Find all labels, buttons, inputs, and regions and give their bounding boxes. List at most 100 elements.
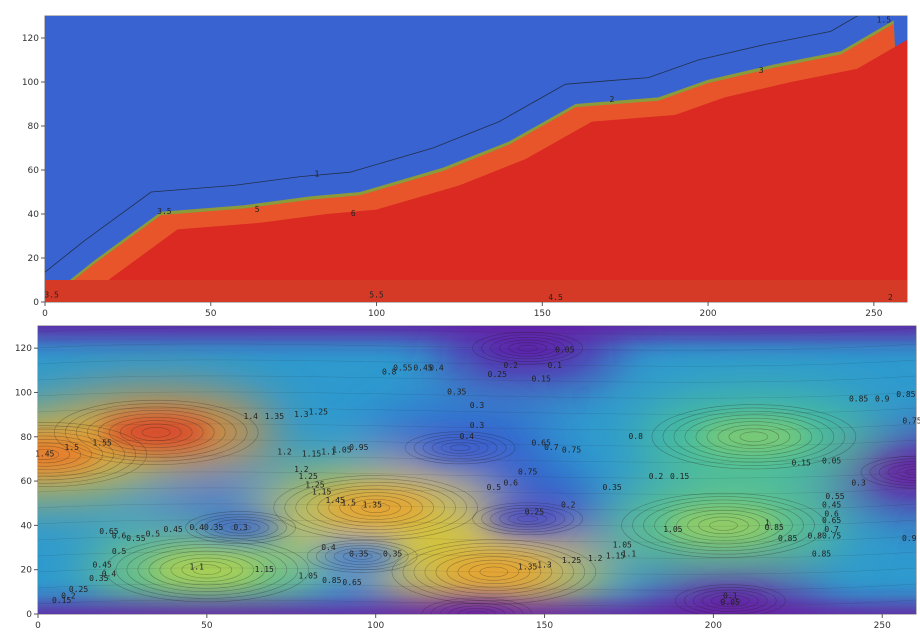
top-x-tick-label: 250 (865, 309, 882, 319)
contour-line (391, 539, 597, 605)
bottom-contour-label: 0.45 (413, 363, 432, 372)
bottom-contour-label: 0.75 (518, 467, 537, 476)
bottom-contour-label: 1.1 (189, 563, 204, 572)
peak-core (668, 509, 779, 542)
contour-line (351, 553, 373, 560)
bottom-contour-label: 0.55 (126, 534, 145, 543)
contour-line (424, 549, 564, 595)
contour-line (38, 442, 82, 467)
contour-line (448, 605, 506, 614)
contour-line (350, 498, 401, 517)
bottom-y-tick-label: 120 (15, 344, 32, 354)
contour-lines (38, 327, 916, 614)
heatmap-field (38, 326, 916, 614)
contour-line (38, 445, 71, 464)
bottom-contour-label: 0.35 (204, 523, 223, 532)
contour-line (38, 535, 916, 543)
bottom-contour-label: 0.85 (778, 534, 797, 543)
contour-line (887, 463, 916, 481)
contour-line (905, 468, 916, 476)
contour-line (115, 540, 299, 599)
contour-line (361, 502, 390, 513)
contour-line (413, 434, 507, 462)
bottom-contour-label: 0.05 (555, 346, 574, 355)
bottom-contour-label: 0.4 (189, 523, 204, 532)
top-contour-label: 6 (351, 209, 356, 218)
contour-line (38, 428, 126, 481)
bottom-contour-label: 0.75 (822, 532, 841, 541)
bottom-contour-label: 0.55 (825, 492, 844, 501)
contour-line (159, 554, 255, 586)
contour-line (324, 545, 400, 568)
contour-line (479, 566, 509, 578)
contour-line (148, 550, 266, 589)
bottom-contour-label: 0.15 (670, 472, 689, 481)
bottom-contour-label: 1.35 (265, 412, 284, 421)
bottom-contour-label: 0.6 (824, 510, 839, 519)
contour-line (38, 438, 93, 470)
peak-core (438, 555, 549, 588)
bottom-contour-label: 0.4 (321, 543, 336, 552)
contour-line (869, 458, 916, 486)
contour-line (431, 439, 489, 457)
top-contour-label: 1 (314, 170, 319, 179)
contour-line (86, 410, 226, 455)
bottom-contour-label: 0.55 (393, 363, 412, 372)
contour-line (221, 521, 260, 534)
contour-line (38, 391, 916, 399)
contour-line (466, 610, 488, 614)
contour-line (440, 441, 480, 454)
contour-line (230, 524, 251, 531)
contour-line (728, 428, 780, 446)
contour-line (185, 511, 296, 544)
bottom-contour-label: 0.35 (602, 483, 621, 492)
bottom-contour-label: 0.1 (547, 361, 562, 370)
contour-line (108, 416, 204, 448)
bottom-contour-label: 0.75 (902, 416, 920, 425)
bottom-x-tick-label: 0 (35, 621, 41, 631)
bottom-x-tick-label: 100 (367, 621, 384, 631)
bottom-contour-label: 0.45 (163, 525, 182, 534)
contour-line (38, 487, 916, 495)
bottom-contour-label: 0.05 (721, 598, 740, 607)
bottom-contour-label: 0.5 (487, 483, 502, 492)
contour-line (38, 567, 916, 575)
contour-line (621, 492, 826, 558)
bottom-y-tick-label: 100 (15, 388, 32, 398)
bottom-x-tick-label: 250 (874, 621, 891, 631)
contour-line (315, 542, 409, 571)
contour-line (457, 608, 497, 614)
bottom-contour-label: 0.4 (460, 432, 475, 441)
bottom-contour-label: 0.9 (902, 534, 917, 543)
contour-line (499, 510, 556, 528)
trough-core (200, 517, 281, 538)
contour-line (472, 331, 583, 365)
contour-line (674, 584, 786, 614)
bottom-contour-label: 0.2 (561, 501, 576, 510)
top-x-tick-label: 50 (205, 309, 217, 319)
bottom-contour-label: 1.4 (244, 412, 259, 421)
bottom-contour-label: 0.85 (849, 394, 868, 403)
contour-line (328, 492, 423, 524)
contour-line (192, 564, 222, 575)
top-contour-label: 2 (888, 293, 893, 302)
contour-line (499, 339, 556, 357)
bottom-contour-label: 1.15 (302, 450, 321, 459)
bottom-contour-label: 0.85 (896, 390, 915, 399)
contour-line (170, 557, 244, 582)
bottom-contour-label: 0.35 (383, 549, 402, 558)
contour-line (141, 427, 171, 438)
peak-core (151, 553, 262, 586)
contour-line (490, 337, 565, 360)
contour-line (684, 414, 824, 460)
top-y-tick-label: 20 (28, 254, 40, 264)
bottom-contour-label: 0.85 (322, 576, 341, 585)
top-contour-label: 3 (759, 66, 764, 75)
contour-line (97, 413, 215, 452)
contour-line (38, 583, 916, 591)
top-contour-label: 3.5 (157, 207, 172, 216)
contour-line (306, 485, 445, 530)
contour-line (654, 503, 793, 548)
contour-line (38, 423, 916, 431)
